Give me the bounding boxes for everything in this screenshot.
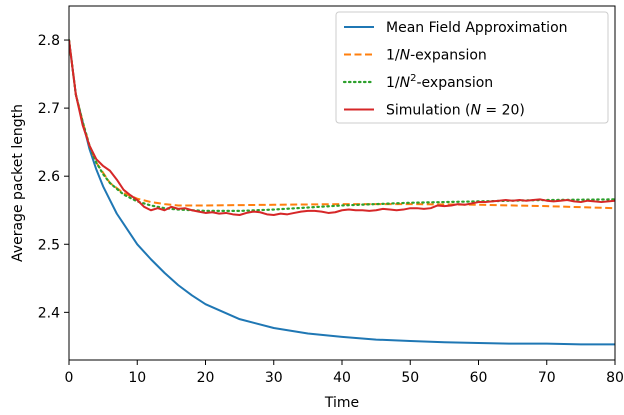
series-line-3 [69,38,615,213]
x-tick-label: 80 [606,370,624,386]
series-line-4 [69,39,615,216]
x-axis-label: Time [324,395,359,411]
legend-label-4: Simulation (N = 20) [386,103,525,119]
y-tick-label: 2.7 [38,101,60,117]
x-tick-label: 0 [65,370,74,386]
y-tick-label: 2.8 [38,33,60,49]
x-tick-label: 30 [265,370,283,386]
x-tick-label: 40 [333,370,351,386]
x-tick-label: 20 [197,370,215,386]
legend: Mean Field Approximation 1/N-expansion 1/N… [335,11,609,124]
x-tick-label: 10 [128,370,146,386]
y-tick-label: 2.4 [38,305,60,321]
x-tick-label: 70 [538,370,556,386]
legend-box [335,11,609,124]
x-tick-label: 60 [470,370,488,386]
series-layer [69,38,615,346]
series-line-1 [69,39,615,346]
x-axis: 0 10 20 30 40 50 60 70 80 [65,360,624,386]
legend-label-2: 1/N-expansion [386,48,487,64]
x-tick-label: 50 [401,370,419,386]
y-tick-label: 2.6 [38,169,60,185]
legend-label-1: Mean Field Approximation [386,20,568,36]
legend-label-3: 1/N2-expansion [386,73,493,91]
y-tick-label: 2.5 [38,237,60,253]
y-axis-label: Average packet length [10,104,26,262]
y-axis: 2.4 2.5 2.6 2.7 2.8 [38,33,69,321]
